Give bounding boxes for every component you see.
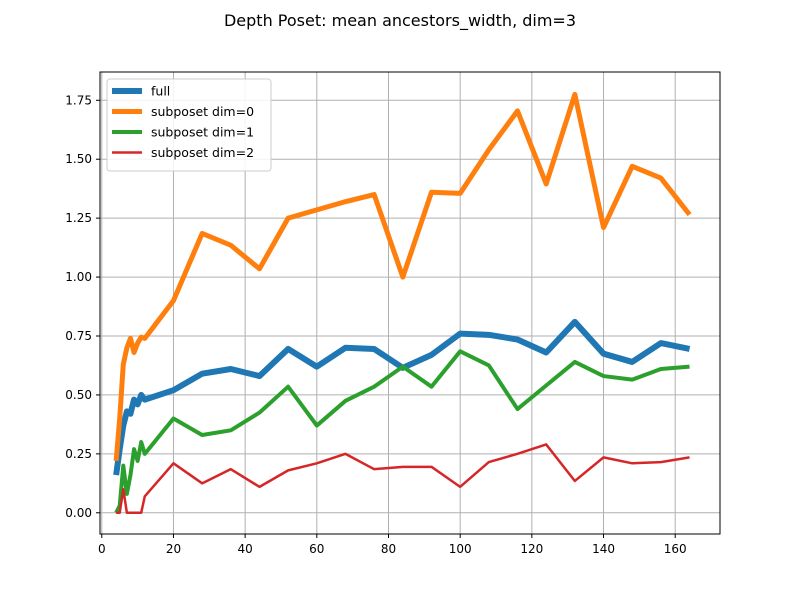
legend-box — [106, 78, 272, 172]
x-tick-label: 80 — [381, 542, 396, 556]
y-axis: 0.00 0.25 0.50 0.75 1.00 1.25 1.50 1.75 — [65, 93, 100, 520]
y-tick-label: 1.00 — [65, 270, 92, 284]
legend-label: full — [151, 84, 170, 99]
y-tick-label: 1.75 — [65, 93, 92, 107]
y-tick-label: 0.25 — [65, 447, 92, 461]
x-tick-label: 100 — [449, 542, 472, 556]
x-tick-label: 120 — [520, 542, 543, 556]
plot-frame — [99, 71, 721, 535]
legend: full subposet dim=0 subposet dim=1 subposet… — [106, 78, 272, 172]
series-line-4 — [116, 443, 690, 515]
chart-title: Depth Poset: mean ancestors_width, dim=3 — [224, 11, 576, 31]
x-tick-label: 60 — [309, 542, 324, 556]
legend-label: subposet dim=1 — [151, 125, 254, 140]
y-tick-label: 0.00 — [65, 506, 92, 520]
y-tick-label: 0.50 — [65, 388, 92, 402]
y-tick-label: 1.25 — [65, 211, 92, 225]
x-tick-label: 140 — [592, 542, 615, 556]
x-tick-label: 160 — [664, 542, 687, 556]
series-line-3 — [114, 349, 690, 514]
series-line-2 — [113, 91, 692, 462]
x-tick-label: 0 — [98, 542, 106, 556]
x-tick-label: 20 — [166, 542, 181, 556]
grid — [100, 72, 720, 534]
series-lines — [113, 91, 692, 515]
series-line-1 — [113, 318, 691, 476]
y-tick-label: 0.75 — [65, 329, 92, 343]
legend-label: subposet dim=0 — [151, 104, 254, 119]
legend-label: subposet dim=2 — [151, 145, 254, 160]
x-tick-label: 40 — [238, 542, 253, 556]
x-axis: 0 20 40 60 80 100 120 140 160 — [98, 534, 687, 556]
y-tick-label: 1.50 — [65, 152, 92, 166]
